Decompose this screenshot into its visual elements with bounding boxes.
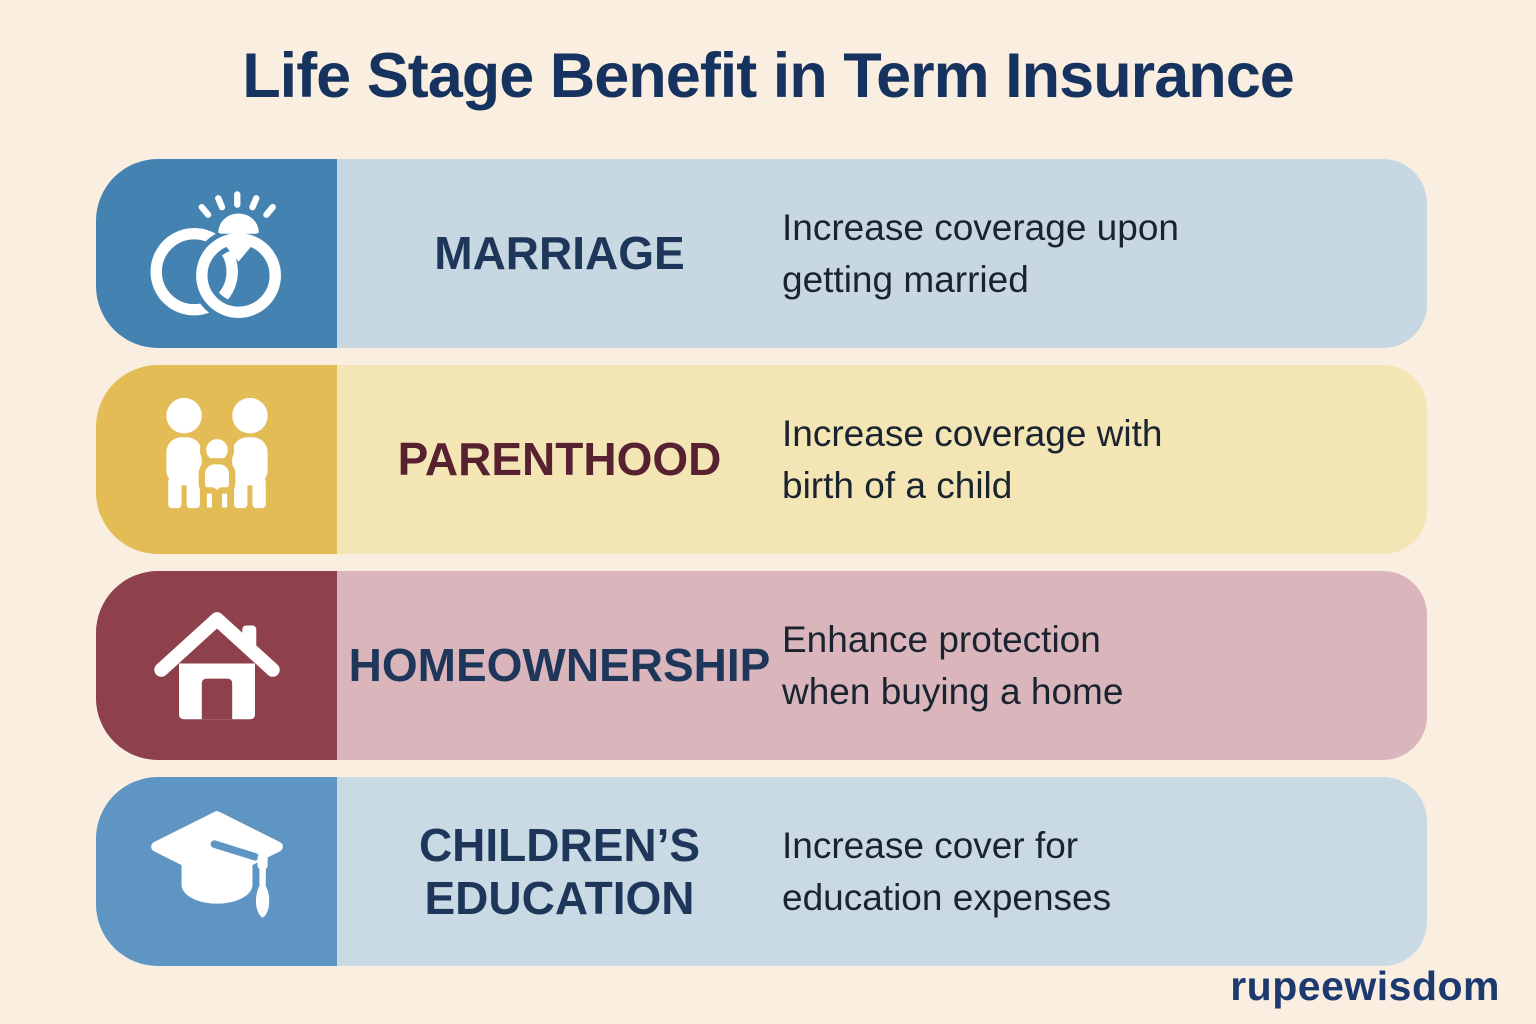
wedding-rings-icon <box>141 178 293 330</box>
marriage-icon-block <box>96 159 337 348</box>
family-icon <box>141 384 293 536</box>
row-description-parenthood: Increase coverage with birth of a child <box>782 413 1163 506</box>
parenthood-icon-block <box>96 365 337 554</box>
row-description-marriage: Increase coverage upon getting married <box>782 207 1179 300</box>
childrens-education-icon-block <box>96 777 337 966</box>
graduation-cap-icon <box>141 796 293 948</box>
brand-logo: rupeewisdom <box>1230 963 1500 1009</box>
row-label-parenthood: PARENTHOOD <box>397 433 722 486</box>
row-label-homeownership: HOMEOWNERSHIP <box>348 639 771 692</box>
row-label-childrens-education: CHILDREN’S EDUCATION <box>418 818 701 924</box>
row-description-homeownership: Enhance protection when buying a home <box>782 619 1124 712</box>
row-childrens-education: CHILDREN’S EDUCATION Increase cover for … <box>96 777 1427 966</box>
row-parenthood: PARENTHOOD Increase coverage with birth … <box>96 365 1427 554</box>
row-label-marriage: MARRIAGE <box>434 227 685 280</box>
row-marriage: MARRIAGE Increase coverage upon getting … <box>96 159 1427 348</box>
row-homeownership: HOMEOWNERSHIP Enhance protection when bu… <box>96 571 1427 760</box>
homeownership-icon-block <box>96 571 337 760</box>
row-description-childrens-education: Increase cover for education expenses <box>782 825 1112 918</box>
page-title: Life Stage Benefit in Term Insurance <box>242 41 1295 111</box>
life-stage-rows: MARRIAGE Increase coverage upon getting … <box>96 159 1427 983</box>
house-icon <box>141 590 293 742</box>
